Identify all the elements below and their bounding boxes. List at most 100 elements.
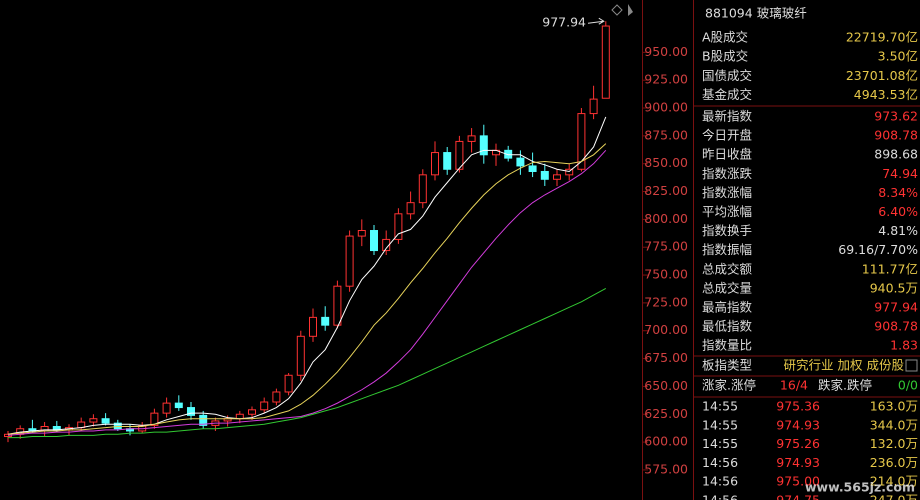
row-label: 最高指数 <box>702 300 753 315</box>
candle-body <box>528 165 537 172</box>
candle-body <box>248 409 256 415</box>
y-tick-label: 875.00 <box>644 127 688 142</box>
annotation: 977.94 <box>542 15 586 30</box>
candle-body <box>150 412 159 426</box>
candle-body <box>357 230 366 237</box>
candle-body <box>479 135 488 156</box>
row-label: 基金成交 <box>702 87 752 102</box>
candle-body <box>89 418 98 423</box>
row-value: 977.94 <box>874 300 918 315</box>
row-value: 898.68 <box>874 147 918 162</box>
tick-time: 14:56 <box>702 474 738 489</box>
y-tick-label: 700.00 <box>644 322 688 337</box>
tick-volume: 132.0万 <box>870 436 918 451</box>
candle-body <box>199 414 208 426</box>
row-value: 3.50亿 <box>878 49 918 64</box>
row-label: 指数量比 <box>702 338 752 353</box>
row-value: 908.78 <box>874 128 918 143</box>
candle-body <box>565 168 574 176</box>
tick-price: 975.00 <box>776 474 820 489</box>
tick-time: 14:56 <box>702 493 738 500</box>
candle-body <box>394 213 403 240</box>
moving-average <box>7 116 607 435</box>
candle-body <box>467 135 476 142</box>
tick-time: 14:55 <box>702 436 738 451</box>
candle-body <box>516 157 525 167</box>
tick-time: 14:55 <box>702 417 738 432</box>
tick-volume: 247.0万 <box>870 493 918 500</box>
tick-volume: 214.0万 <box>870 474 918 489</box>
candle-body <box>296 335 305 376</box>
row-value: 23701.08亿 <box>846 68 918 83</box>
moving-average <box>8 287 607 439</box>
icon[interactable] <box>611 4 623 16</box>
tick-time: 14:56 <box>702 455 738 470</box>
row-label: B股成交 <box>702 49 748 64</box>
moving-average <box>7 149 607 436</box>
watermark: www.565jz.com <box>805 480 915 495</box>
y-tick-label: 775.00 <box>644 239 688 254</box>
tick-price: 974.75 <box>776 493 820 500</box>
candle-body <box>113 422 122 430</box>
candle-body <box>540 170 549 180</box>
candle-body <box>101 418 110 424</box>
candle-body <box>601 25 610 99</box>
candle-body <box>553 174 561 180</box>
candle-body <box>406 202 415 215</box>
y-tick-label: 725.00 <box>644 294 688 309</box>
y-tick-label: 900.00 <box>644 100 688 115</box>
row-label: 今日开盘 <box>702 128 752 143</box>
candle-body <box>418 174 427 204</box>
candle-body <box>260 401 269 411</box>
tick-time: 14:55 <box>702 399 738 414</box>
candle-body <box>174 402 183 409</box>
row-label: 指数振幅 <box>702 242 752 257</box>
candle-body <box>309 316 317 337</box>
tick-volume: 344.0万 <box>870 417 918 432</box>
y-tick-label: 925.00 <box>644 72 688 87</box>
candle-body <box>284 374 293 393</box>
row-label: A股成交 <box>702 30 748 45</box>
y-tick-label: 650.00 <box>644 378 688 393</box>
row-label: 指数涨幅 <box>702 185 752 200</box>
row-label: 平均涨幅 <box>702 204 752 219</box>
tick-price: 975.26 <box>776 436 820 451</box>
y-tick-label: 675.00 <box>644 350 688 365</box>
row-label: 指数换手 <box>702 223 752 238</box>
y-tick-label: 950.00 <box>644 44 688 59</box>
candle-body <box>431 152 439 176</box>
row-value: 74.94 <box>882 166 918 181</box>
row-value: 973.62 <box>874 109 918 124</box>
row-label: 国债成交 <box>702 68 752 83</box>
up-value: 16/4 <box>780 378 808 393</box>
row-label: 指数涨跌 <box>702 166 753 181</box>
up-label: 涨家.涨停 <box>702 378 756 393</box>
y-tick-label: 825.00 <box>644 183 688 198</box>
row-label: 最低指数 <box>702 319 753 334</box>
down-label: 跌家.跌停 <box>818 378 872 393</box>
row-value: 4943.53亿 <box>854 87 918 102</box>
row-value: 4.81% <box>878 223 918 238</box>
icon <box>905 359 918 372</box>
row-label: 总成交额 <box>702 261 753 276</box>
y-tick-label: 800.00 <box>644 211 688 226</box>
candle-body <box>504 149 513 159</box>
tick-price: 974.93 <box>776 455 820 470</box>
candle-body <box>370 230 378 252</box>
down-value: 0/0 <box>898 378 918 393</box>
candle-body <box>589 98 598 115</box>
candle-body <box>443 152 452 170</box>
annotation-arrow <box>587 17 605 25</box>
candle-body <box>577 113 586 170</box>
icon[interactable] <box>628 4 633 16</box>
row-value: 908.78 <box>874 319 918 334</box>
candle-body <box>333 285 342 326</box>
row-label: 总成交量 <box>702 280 752 295</box>
candle-body <box>321 316 330 326</box>
candle-body <box>382 238 391 252</box>
row-value: 940.5万 <box>870 280 918 295</box>
type-value: 研究行业 加权 成份股 <box>784 358 905 373</box>
candle-body <box>272 391 281 403</box>
tick-price: 974.93 <box>776 417 820 432</box>
